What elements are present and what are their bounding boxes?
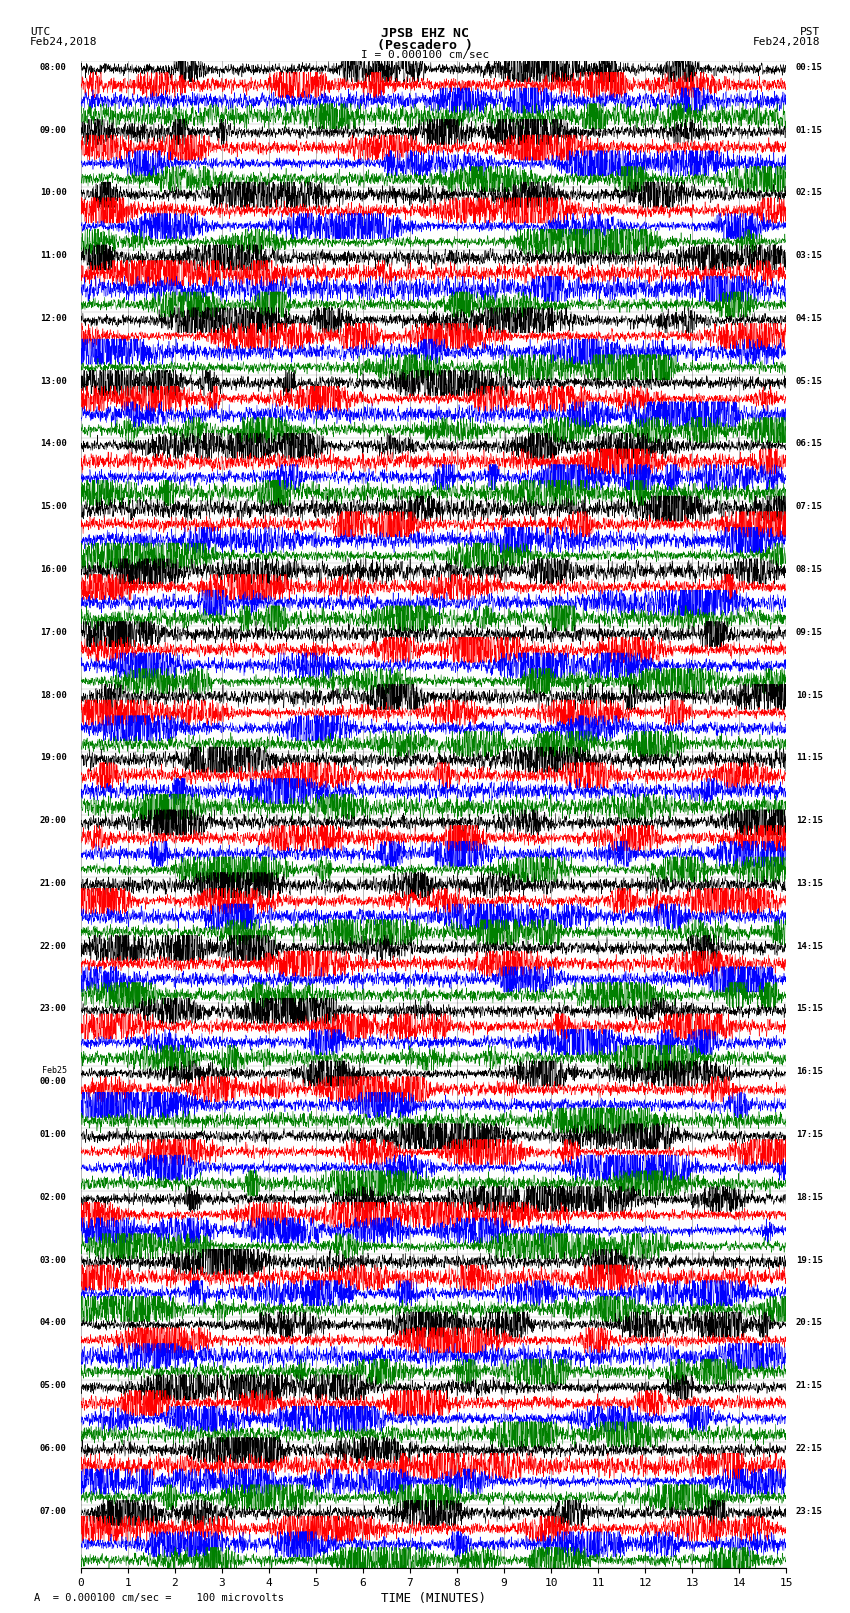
Text: 04:00: 04:00: [40, 1318, 66, 1327]
Text: 08:00: 08:00: [40, 63, 66, 73]
Text: 11:00: 11:00: [40, 252, 66, 260]
Text: 20:15: 20:15: [796, 1318, 823, 1327]
Text: Feb24,2018: Feb24,2018: [753, 37, 820, 47]
Text: 21:00: 21:00: [40, 879, 66, 887]
Text: 05:00: 05:00: [40, 1381, 66, 1390]
Text: 23:00: 23:00: [40, 1005, 66, 1013]
Text: 03:15: 03:15: [796, 252, 823, 260]
Text: 21:15: 21:15: [796, 1381, 823, 1390]
Text: 06:15: 06:15: [796, 439, 823, 448]
Text: 02:15: 02:15: [796, 189, 823, 197]
Text: A  = 0.000100 cm/sec =    100 microvolts: A = 0.000100 cm/sec = 100 microvolts: [34, 1594, 284, 1603]
Text: 02:00: 02:00: [40, 1192, 66, 1202]
Text: 17:00: 17:00: [40, 627, 66, 637]
Text: 10:00: 10:00: [40, 189, 66, 197]
Text: 20:00: 20:00: [40, 816, 66, 826]
Text: 03:00: 03:00: [40, 1255, 66, 1265]
Text: 23:15: 23:15: [796, 1507, 823, 1516]
Text: 05:15: 05:15: [796, 377, 823, 386]
Text: I = 0.000100 cm/sec: I = 0.000100 cm/sec: [361, 50, 489, 60]
Text: 07:15: 07:15: [796, 502, 823, 511]
Text: 01:15: 01:15: [796, 126, 823, 134]
Text: 12:00: 12:00: [40, 315, 66, 323]
Text: 09:15: 09:15: [796, 627, 823, 637]
Text: 15:00: 15:00: [40, 502, 66, 511]
Text: 19:15: 19:15: [796, 1255, 823, 1265]
Text: PST: PST: [800, 27, 820, 37]
Text: 16:00: 16:00: [40, 565, 66, 574]
Text: 18:00: 18:00: [40, 690, 66, 700]
X-axis label: TIME (MINUTES): TIME (MINUTES): [381, 1592, 486, 1605]
Text: 14:00: 14:00: [40, 439, 66, 448]
Text: 10:15: 10:15: [796, 690, 823, 700]
Text: 19:00: 19:00: [40, 753, 66, 763]
Text: Feb24,2018: Feb24,2018: [30, 37, 97, 47]
Text: Feb25: Feb25: [42, 1066, 66, 1076]
Text: 08:15: 08:15: [796, 565, 823, 574]
Text: 00:15: 00:15: [796, 63, 823, 73]
Text: 22:15: 22:15: [796, 1444, 823, 1453]
Text: (Pescadero ): (Pescadero ): [377, 39, 473, 52]
Text: 18:15: 18:15: [796, 1192, 823, 1202]
Text: 13:15: 13:15: [796, 879, 823, 887]
Text: 15:15: 15:15: [796, 1005, 823, 1013]
Text: 13:00: 13:00: [40, 377, 66, 386]
Text: UTC: UTC: [30, 27, 50, 37]
Text: 00:00: 00:00: [40, 1076, 66, 1086]
Text: 06:00: 06:00: [40, 1444, 66, 1453]
Text: JPSB EHZ NC: JPSB EHZ NC: [381, 27, 469, 40]
Text: 22:00: 22:00: [40, 942, 66, 950]
Text: 16:15: 16:15: [796, 1068, 823, 1076]
Text: 12:15: 12:15: [796, 816, 823, 826]
Text: 09:00: 09:00: [40, 126, 66, 134]
Text: 14:15: 14:15: [796, 942, 823, 950]
Text: 17:15: 17:15: [796, 1131, 823, 1139]
Text: 04:15: 04:15: [796, 315, 823, 323]
Text: 07:00: 07:00: [40, 1507, 66, 1516]
Text: 11:15: 11:15: [796, 753, 823, 763]
Text: 01:00: 01:00: [40, 1131, 66, 1139]
